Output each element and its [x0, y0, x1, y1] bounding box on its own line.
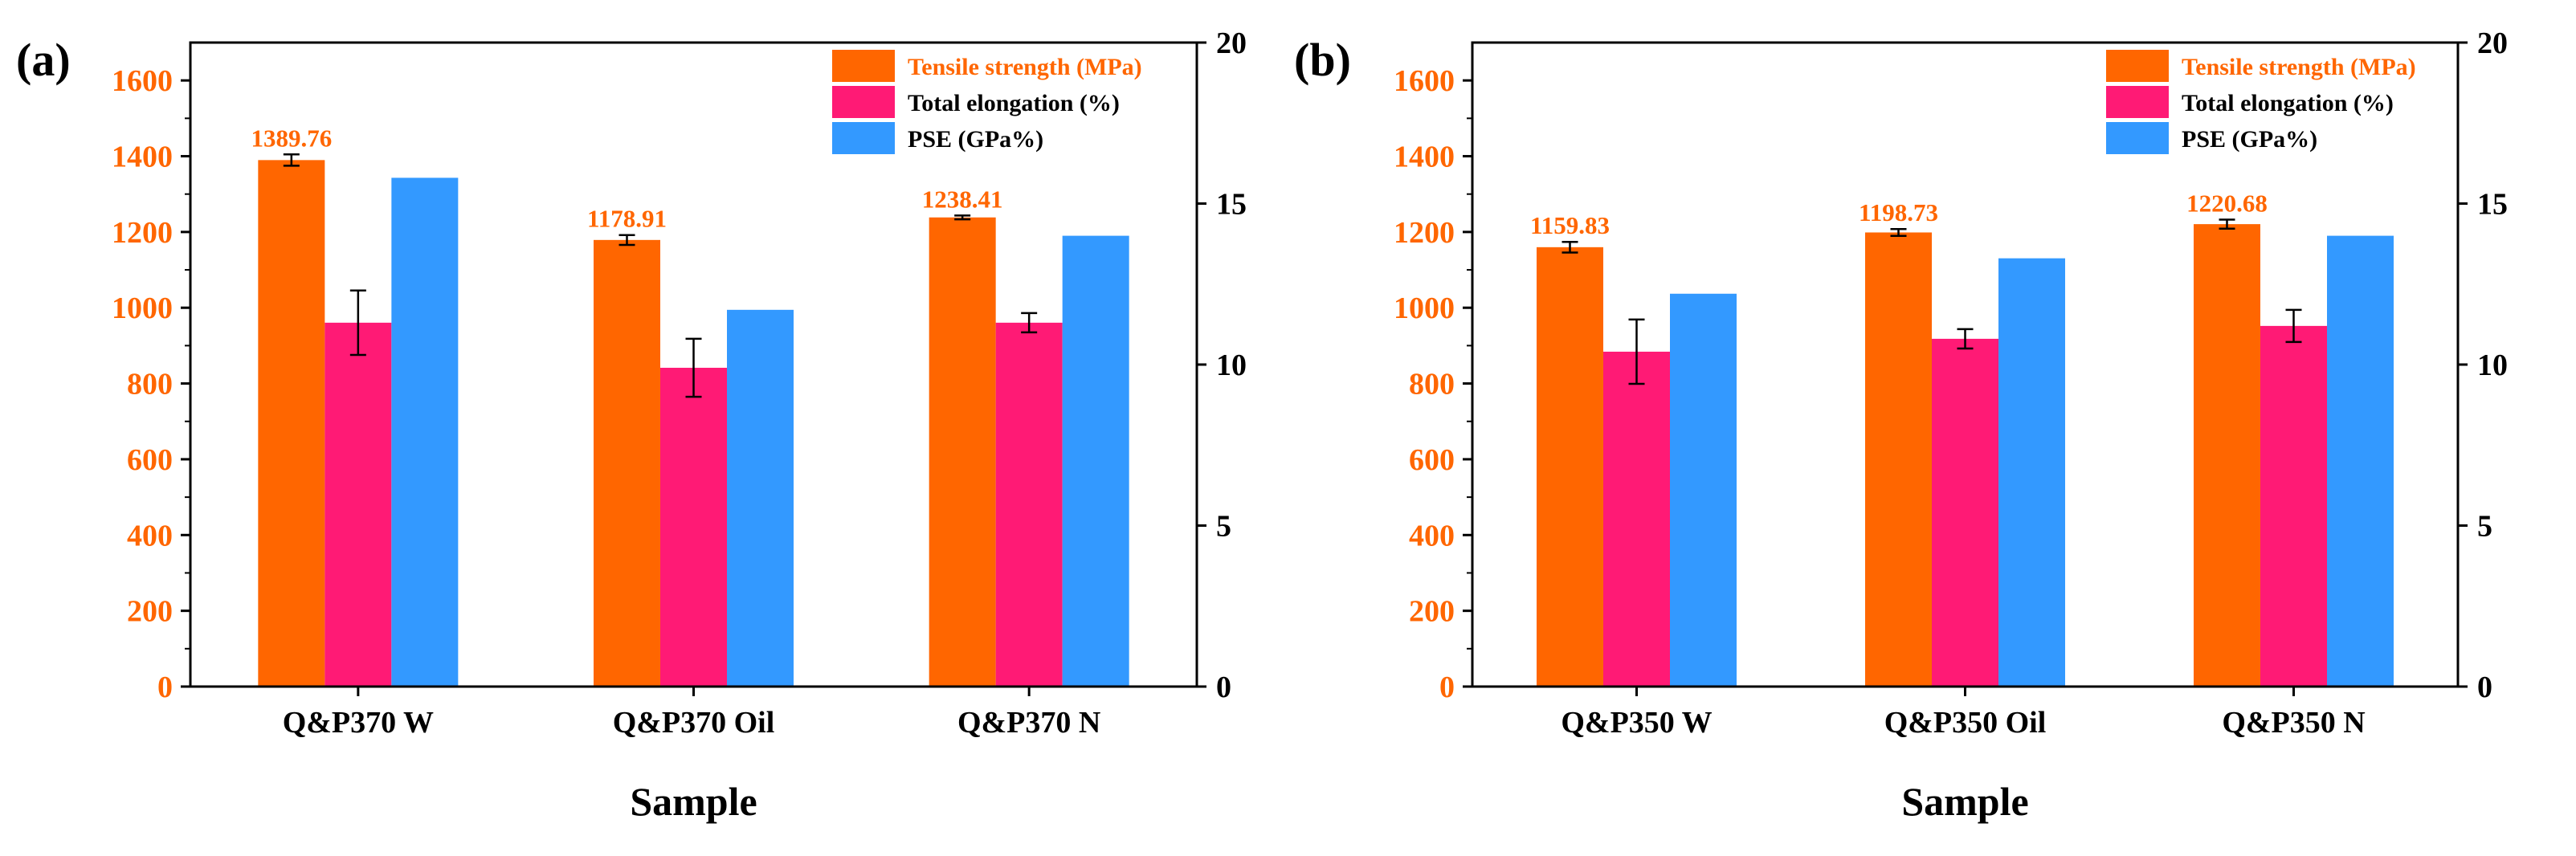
left-axis-tick-label: 400	[127, 519, 173, 552]
bar-tensile-3	[929, 218, 996, 687]
legend-label-tensile: Tensile strength (MPa)	[2182, 54, 2416, 80]
left-axis-tick-label: 600	[127, 443, 173, 477]
data-label-1: 1159.83	[1530, 211, 1610, 239]
x-tick-label: Q&P370 Oil	[613, 706, 775, 740]
bar-elongation-2	[1932, 339, 1998, 687]
bar-elongation-3	[996, 323, 1063, 687]
bar-tensile-2	[1865, 232, 1932, 687]
bar-elongation-1	[1603, 352, 1670, 687]
bar-pse-2	[1998, 259, 2065, 687]
right-axis-tick-label: 20	[2477, 26, 2508, 60]
left-axis-tick-label: 0	[157, 671, 173, 704]
legend-label-tensile: Tensile strength (MPa)	[908, 54, 1142, 80]
x-tick-label: Q&P350 Oil	[1884, 706, 2047, 740]
x-tick-label: Q&P350 N	[2222, 706, 2365, 740]
legend: Tensile strength (MPa) Total elongation (…	[832, 50, 1142, 154]
bar-pse-1	[1670, 294, 1737, 687]
left-axis-tick-label: 800	[127, 368, 173, 402]
left-axis-tick-label: 600	[1409, 443, 1455, 477]
x-tick-label: Q&P370 W	[283, 706, 434, 740]
bar-pse-2	[727, 310, 794, 687]
bar-elongation-1	[325, 323, 391, 687]
legend-swatch-pse	[2106, 122, 2169, 154]
bar-tensile-1	[258, 160, 325, 687]
left-axis-tick-label: 400	[1409, 519, 1455, 552]
legend-label-pse: PSE (GPa%)	[2182, 126, 2317, 153]
bar-tensile-2	[594, 240, 660, 687]
right-axis-tick-label: 15	[2477, 188, 2508, 222]
legend-swatch-elongation	[832, 86, 895, 118]
left-axis-tick-label: 200	[127, 595, 173, 629]
data-label-3: 1220.68	[2186, 189, 2268, 217]
right-axis-tick-label: 0	[1216, 671, 1231, 704]
chart-panel-b: (b) 1159.83 Q&P350 W 1198.73 Q&P350 Oil 1220.…	[1294, 26, 2508, 824]
legend-swatch-tensile	[2106, 50, 2169, 82]
left-axis-tick-label: 1600	[1394, 64, 1455, 98]
right-axis-tick-label: 0	[2477, 671, 2492, 704]
data-label-3: 1238.41	[922, 185, 1003, 213]
legend-label-elongation: Total elongation (%)	[2182, 90, 2394, 116]
data-label-1: 1389.76	[251, 124, 332, 152]
right-axis-tick-label: 5	[2477, 510, 2492, 544]
left-axis-tick-label: 1000	[1394, 291, 1455, 325]
legend-swatch-pse	[832, 122, 895, 154]
legend-label-elongation: Total elongation (%)	[908, 90, 1120, 116]
right-axis-tick-label: 5	[1216, 510, 1231, 544]
left-axis-tick-label: 0	[1439, 671, 1455, 704]
legend-swatch-elongation	[2106, 86, 2169, 118]
bar-tensile-3	[2194, 224, 2260, 687]
chart-figure: (a) 1389.76 Q&P370 W 1178.91 Q&P370 Oil 1238.…	[0, 0, 2576, 852]
left-axis-tick-label: 1000	[112, 291, 173, 325]
right-axis-tick-label: 10	[1216, 349, 1247, 382]
legend-swatch-tensile	[832, 50, 895, 82]
figure: (a) 1389.76 Q&P370 W 1178.91 Q&P370 Oil 1238.…	[0, 0, 2576, 852]
x-axis-title: Sample	[1901, 779, 2028, 824]
x-axis-title: Sample	[630, 779, 757, 824]
data-label-2: 1178.91	[587, 205, 667, 233]
left-axis-tick-label: 1200	[1394, 216, 1455, 250]
right-axis-tick-label: 15	[1216, 188, 1247, 222]
x-tick-label: Q&P350 W	[1561, 706, 1712, 740]
left-axis-tick-label: 800	[1409, 368, 1455, 402]
left-axis-tick-label: 1200	[112, 216, 173, 250]
panel-label: (a)	[16, 34, 71, 86]
bar-pse-3	[2327, 236, 2394, 687]
right-axis-tick-label: 10	[2477, 349, 2508, 382]
data-label-2: 1198.73	[1859, 198, 1938, 226]
chart-panel-a: (a) 1389.76 Q&P370 W 1178.91 Q&P370 Oil 1238.…	[16, 26, 1247, 824]
panel-label: (b)	[1294, 34, 1351, 86]
bar-pse-3	[1063, 236, 1129, 687]
left-axis-tick-label: 200	[1409, 595, 1455, 629]
right-axis-tick-label: 20	[1216, 26, 1247, 60]
x-tick-label: Q&P370 N	[957, 706, 1100, 740]
bar-elongation-3	[2260, 326, 2327, 687]
bar-elongation-2	[660, 368, 727, 687]
left-axis-tick-label: 1600	[112, 64, 173, 98]
left-axis-tick-label: 1400	[1394, 141, 1455, 174]
bar-tensile-1	[1537, 247, 1603, 687]
bar-pse-1	[391, 177, 458, 687]
left-axis-tick-label: 1400	[112, 141, 173, 174]
legend: Tensile strength (MPa) Total elongation (…	[2106, 50, 2416, 154]
legend-label-pse: PSE (GPa%)	[908, 126, 1043, 153]
